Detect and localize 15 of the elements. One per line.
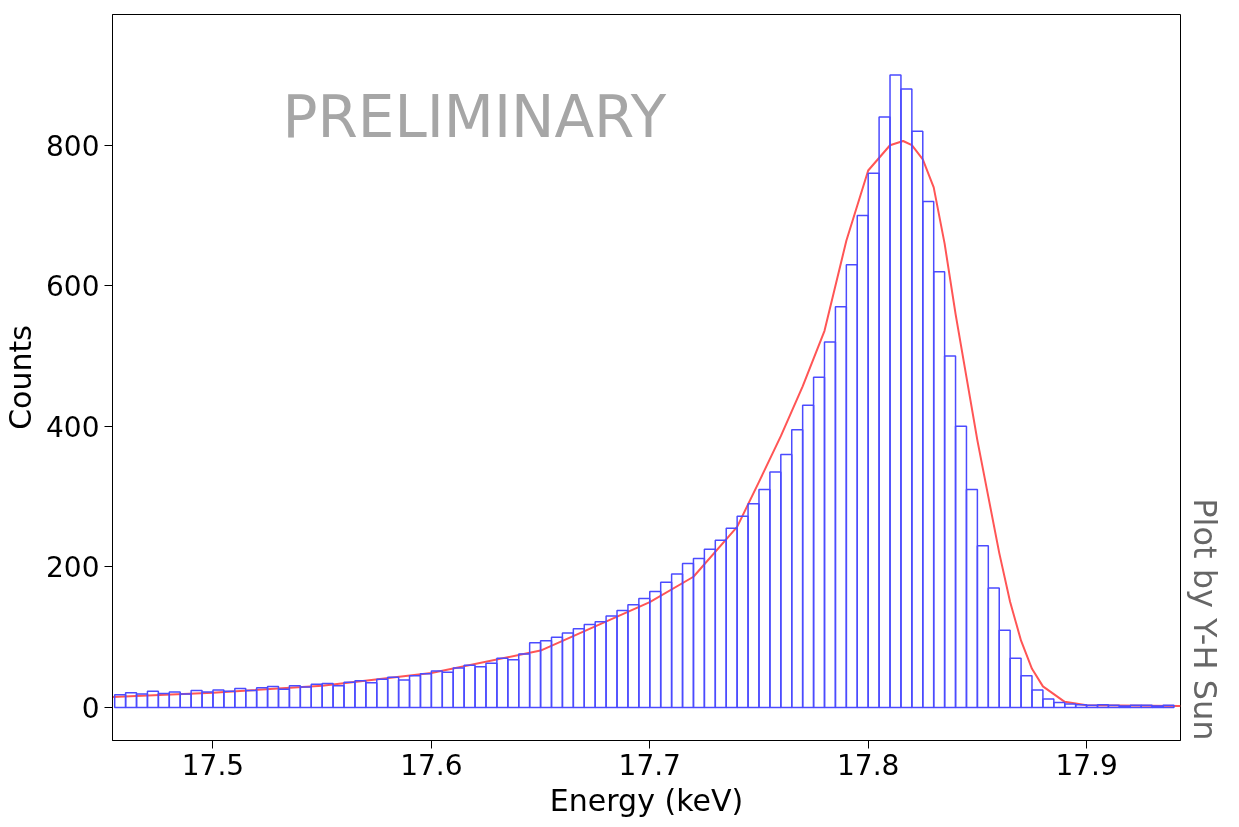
y-tick-label: 0 (81, 691, 100, 725)
x-tick-label: 17.7 (618, 748, 681, 782)
x-tick-label: 17.8 (837, 748, 900, 782)
line-series (112, 140, 1181, 708)
x-tick-label: 17.5 (181, 748, 245, 782)
x-tick-label: 17.6 (400, 748, 463, 782)
y-tick-label: 600 (46, 270, 100, 304)
annotation: PRELIMINARY (282, 82, 667, 151)
x-axis-title: Energy (keV) (549, 782, 744, 818)
y-tick-label: 200 (46, 551, 100, 585)
y-tick-label: 800 (46, 129, 100, 163)
x-tick-label: 17.9 (1055, 748, 1118, 782)
y-tick-label: 400 (46, 410, 100, 444)
y-axis-title: Counts (3, 325, 39, 430)
text: Plot by Y-H Sun (1185, 498, 1224, 741)
